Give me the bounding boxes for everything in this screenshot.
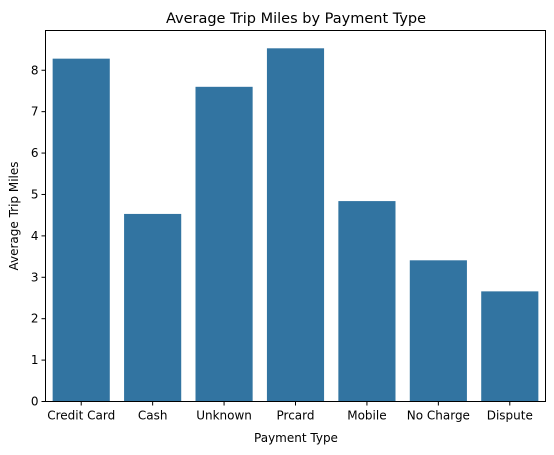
x-tick-label: No Charge <box>407 409 470 423</box>
y-tick-label: 1 <box>31 353 39 367</box>
x-tick-label: Dispute <box>487 409 533 423</box>
bar-mobile <box>338 201 396 402</box>
x-tick-label: Prcard <box>277 409 315 423</box>
bar-cash <box>124 213 182 402</box>
bars-group <box>52 48 539 402</box>
chart-title: Average Trip Miles by Payment Type <box>166 11 426 27</box>
x-axis-ticks: Credit Card Cash Unknown Prcard Mobile No Cha… <box>47 401 533 423</box>
y-tick-label: 5 <box>31 187 39 201</box>
y-tick-label: 3 <box>31 270 39 284</box>
bar-dispute <box>481 291 539 402</box>
bar-no-charge <box>409 260 467 402</box>
bar-unknown <box>195 86 253 402</box>
x-tick-label: Cash <box>138 409 168 423</box>
y-tick-label: 2 <box>31 312 39 326</box>
y-axis-ticks: 0 1 2 3 4 5 6 7 8 <box>31 63 46 409</box>
x-tick-label: Credit Card <box>47 409 115 423</box>
y-tick-label: 6 <box>31 146 39 160</box>
y-tick-label: 0 <box>31 395 39 409</box>
y-tick-label: 7 <box>31 105 39 119</box>
x-axis-label: Payment Type <box>254 431 338 445</box>
y-tick-label: 8 <box>31 63 39 77</box>
bar-prcard <box>266 48 325 402</box>
y-tick-label: 4 <box>31 229 39 243</box>
plot-frame <box>45 30 546 402</box>
x-tick-label: Mobile <box>347 409 386 423</box>
x-tick-label: Unknown <box>196 409 252 423</box>
y-axis-label: Average Trip Miles <box>7 161 21 270</box>
bar-credit-card <box>52 58 110 402</box>
